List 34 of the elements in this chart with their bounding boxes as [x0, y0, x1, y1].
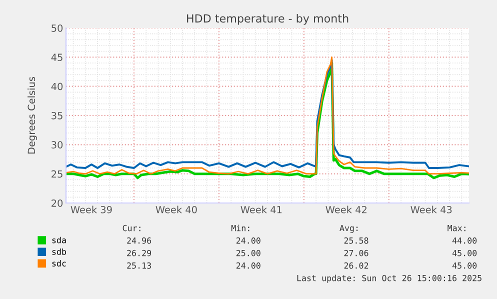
text: Avg:	[340, 224, 358, 233]
legend-label: sdb	[52, 248, 66, 255]
x-tick-label: Week 39	[70, 206, 112, 214]
text: 25.13	[127, 262, 151, 269]
x-tick-label: Week 43	[410, 206, 452, 214]
legend-label: sda	[52, 236, 66, 244]
legend-label: sdc	[52, 260, 66, 266]
text: Cur:	[122, 224, 140, 232]
y-tick-label: 25	[52, 170, 62, 178]
text: 26.29	[127, 250, 152, 256]
y-tick-label: 30	[52, 141, 63, 148]
text: 24.96	[127, 237, 152, 244]
text: 45.00	[452, 262, 477, 269]
chart-title: HDD temperature - by month	[187, 14, 348, 25]
text: 27.06	[344, 250, 368, 256]
text: 24.00	[236, 262, 260, 269]
text: Min:	[231, 224, 250, 232]
text: 24.00	[236, 237, 260, 244]
y-axis-title: Degrees Celsius	[28, 76, 37, 154]
text: 25.58	[344, 237, 368, 244]
x-tick-label: Week 42	[326, 206, 366, 214]
text: 25.00	[236, 250, 260, 256]
x-tick-label: Week 41	[240, 206, 282, 214]
text: 45.00	[452, 250, 477, 256]
y-tick-label: 45	[51, 54, 62, 61]
y-tick-label: 35	[52, 112, 62, 120]
y-tick-label: 50	[52, 24, 63, 32]
y-tick-label: 40	[51, 82, 63, 90]
text: 26.02	[344, 262, 368, 269]
y-tick-label: 20	[52, 199, 63, 207]
text: 44.00	[452, 237, 477, 244]
x-tick-label: Week 40	[156, 206, 197, 214]
text: Last update: Sun Oct 26 15:00:16 2025	[297, 274, 482, 283]
text: Max:	[448, 225, 466, 232]
